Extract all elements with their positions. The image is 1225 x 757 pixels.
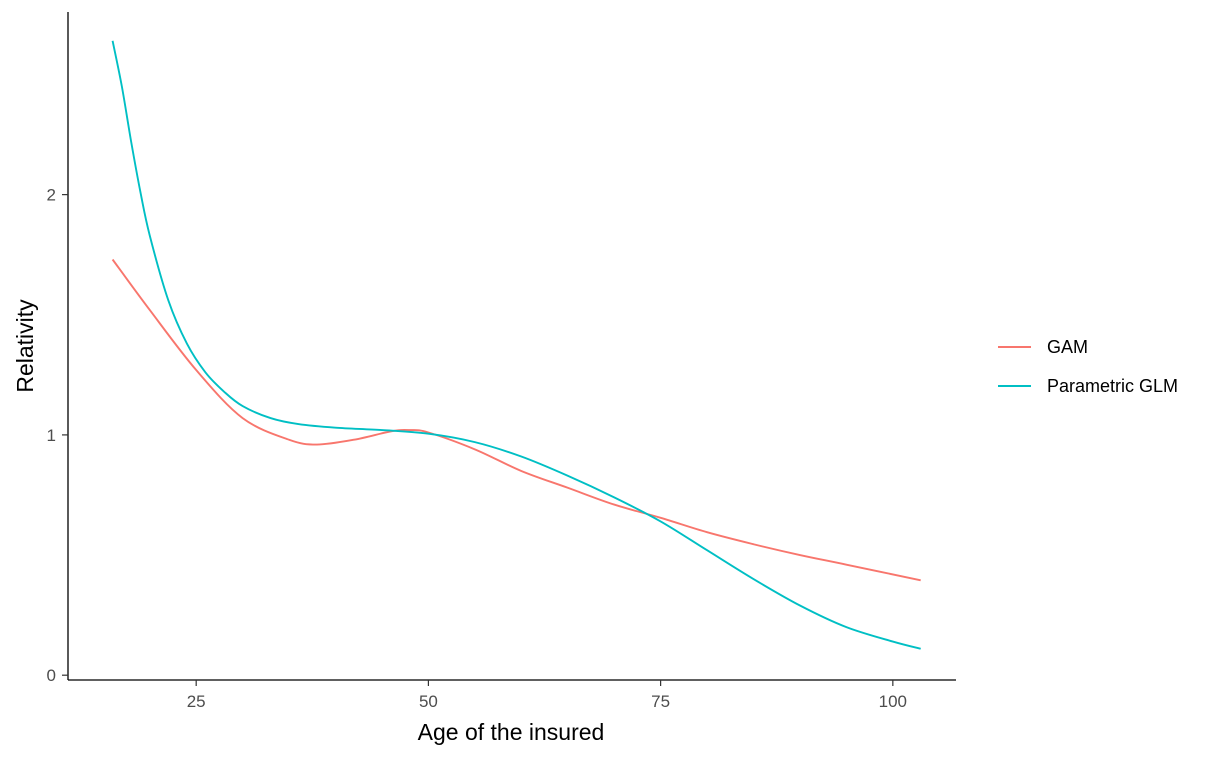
x-tick-label: 75 bbox=[651, 692, 670, 711]
plot-area: 25 50 75 100 0 1 2 bbox=[47, 12, 956, 711]
series-line-parametric-glm bbox=[111, 40, 921, 650]
series-line-gam bbox=[111, 258, 921, 582]
x-axis-title: Age of the insured bbox=[418, 719, 605, 745]
legend: GAM Parametric GLM bbox=[998, 337, 1178, 396]
legend-label-parametric-glm: Parametric GLM bbox=[1047, 376, 1178, 396]
y-axis-ticks: 0 1 2 bbox=[47, 186, 68, 685]
x-tick-label: 100 bbox=[879, 692, 907, 711]
x-axis-ticks: 25 50 75 100 bbox=[187, 680, 907, 711]
x-tick-label: 50 bbox=[419, 692, 438, 711]
y-axis-title: Relativity bbox=[12, 299, 38, 393]
legend-label-gam: GAM bbox=[1047, 337, 1088, 357]
series-layer bbox=[111, 40, 921, 650]
y-tick-label: 1 bbox=[47, 426, 56, 445]
x-tick-label: 25 bbox=[187, 692, 206, 711]
y-tick-label: 2 bbox=[47, 186, 56, 205]
y-tick-label: 0 bbox=[47, 666, 56, 685]
